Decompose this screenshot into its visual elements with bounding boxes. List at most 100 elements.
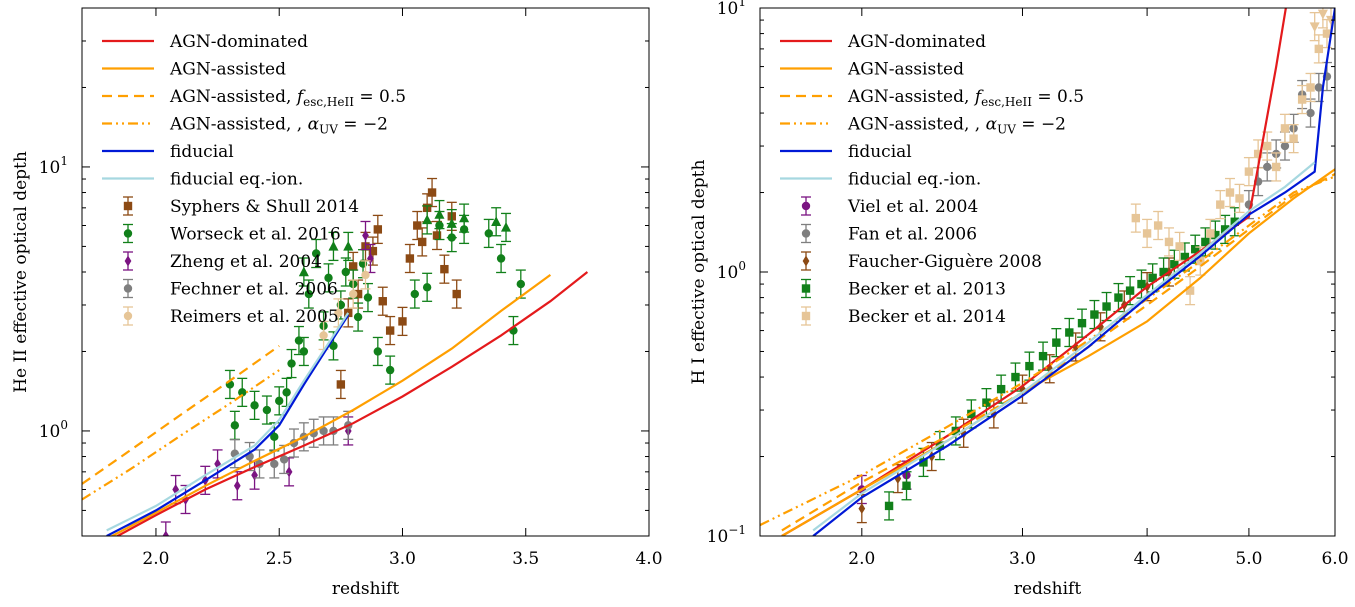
legend-entry: AGN-assisted, , αUV = −2 [780, 115, 1066, 137]
data-point [1225, 188, 1235, 197]
chart-panel-1: 2.0 2.5 3.0 3.5 4.0 100 101 redshift He II effec… [11, 7, 663, 599]
data-point [385, 365, 395, 375]
legend-label-subscript: esc,HeII [981, 95, 1032, 109]
series-worseck-et-al-2016-lower-limits- [298, 199, 512, 287]
x-tick-label: 2.5 [266, 549, 293, 569]
data-point [858, 503, 866, 515]
data-point [1114, 293, 1123, 302]
legend-label: AGN-assisted, , αUV = −2 [847, 115, 1066, 137]
legend-marker [801, 201, 811, 211]
data-point [1306, 108, 1315, 118]
x-tick-label: 3.0 [1009, 549, 1036, 569]
data-point [1025, 361, 1034, 371]
x-axis-label: redshift [1014, 579, 1081, 599]
legend-label: Becker et al. 2013 [848, 280, 1006, 300]
data-point [334, 308, 343, 318]
data-point [1317, 9, 1328, 20]
legend-entry: Syphers & Shull 2014 [123, 196, 359, 217]
data-point [1191, 245, 1200, 254]
data-point [336, 380, 346, 389]
data-point [282, 388, 291, 397]
data-point [500, 221, 512, 232]
data-point [1263, 141, 1272, 151]
data-point [1052, 338, 1061, 347]
data-point [162, 530, 170, 536]
data-point [275, 396, 284, 406]
data-point [378, 297, 387, 306]
legend-entry: AGN-assisted [780, 60, 964, 80]
data-point [1180, 252, 1190, 262]
data-point [250, 401, 259, 410]
legend-label: AGN-assisted, fesc,HeII = 0.5 [847, 87, 1084, 109]
x-tick-label: 6.0 [1321, 549, 1348, 569]
legend-label: Fan et al. 2006 [848, 225, 977, 245]
data-point [311, 249, 321, 258]
data-point [262, 405, 272, 415]
legend-label: AGN-assisted [169, 60, 286, 80]
legend-label: Zheng et al. 2004 [170, 252, 322, 272]
data-point [294, 336, 304, 345]
legend-label-text: = 0.5 [354, 87, 406, 107]
legend-label-math: f [973, 87, 984, 107]
legend-entry: Reimers et al. 2005 [123, 306, 339, 327]
y-axis-label: H I effective optical depth [689, 160, 709, 385]
data-point [1201, 237, 1210, 247]
data-point [422, 214, 433, 225]
legend-marker [801, 311, 811, 321]
data-point [324, 273, 333, 283]
legend-entry: AGN-assisted [102, 60, 286, 80]
data-point [1289, 134, 1298, 143]
data-point [1011, 372, 1020, 382]
data-point [1102, 302, 1111, 311]
legend-label-text: AGN-assisted, , [847, 115, 986, 135]
x-tick-label: 4.0 [635, 549, 662, 569]
data-point [279, 455, 289, 464]
legend-entry: AGN-dominated [780, 32, 986, 52]
legend-marker [123, 229, 133, 238]
data-point [1038, 351, 1048, 361]
legend-marker [802, 255, 810, 267]
data-point [251, 469, 258, 481]
y-tick-exponent: −1 [728, 523, 746, 537]
data-point [982, 398, 991, 407]
data-point [459, 212, 470, 223]
data-point [353, 312, 363, 322]
legend-marker [123, 284, 133, 293]
data-point [446, 218, 457, 228]
data-point [233, 480, 241, 492]
legend-label-text: = −2 [338, 115, 388, 135]
legend-entry: Becker et al. 2013 [801, 278, 1006, 300]
data-point [304, 289, 313, 299]
data-point [1019, 383, 1026, 395]
data-point [1216, 200, 1225, 209]
legend-marker [123, 201, 133, 211]
x-axis-label: redshift [332, 579, 399, 599]
plot-area [82, 177, 589, 536]
data-point [361, 270, 370, 280]
data-point [1153, 221, 1163, 230]
data-point [353, 289, 363, 299]
data-point [287, 359, 296, 368]
series-fechner-et-al-2006 [229, 410, 354, 479]
legend-entry: fiducial [102, 142, 234, 162]
y-tick-label: 101 [717, 0, 746, 19]
legend-label-text: AGN-assisted, [169, 87, 297, 107]
data-point [344, 308, 353, 318]
data-point [1148, 273, 1157, 283]
y-axis-label: He II effective optical depth [11, 151, 31, 393]
x-tick-label: 3.5 [512, 549, 539, 569]
data-point [398, 317, 407, 326]
legend-entry: fiducial eq.-ion. [780, 170, 981, 190]
data-point [343, 240, 354, 251]
data-point [1280, 124, 1290, 133]
data-point [410, 289, 420, 299]
data-point [1142, 229, 1152, 238]
x-tick-label: 3.0 [389, 549, 416, 569]
data-point [427, 188, 437, 197]
x-tick-label: 4.0 [1134, 549, 1161, 569]
plot-area [760, 8, 1335, 536]
legend-entry: Worseck et al. 2016 [123, 223, 341, 245]
legend-label: fiducial eq.-ion. [170, 170, 303, 190]
data-point [1072, 341, 1080, 353]
